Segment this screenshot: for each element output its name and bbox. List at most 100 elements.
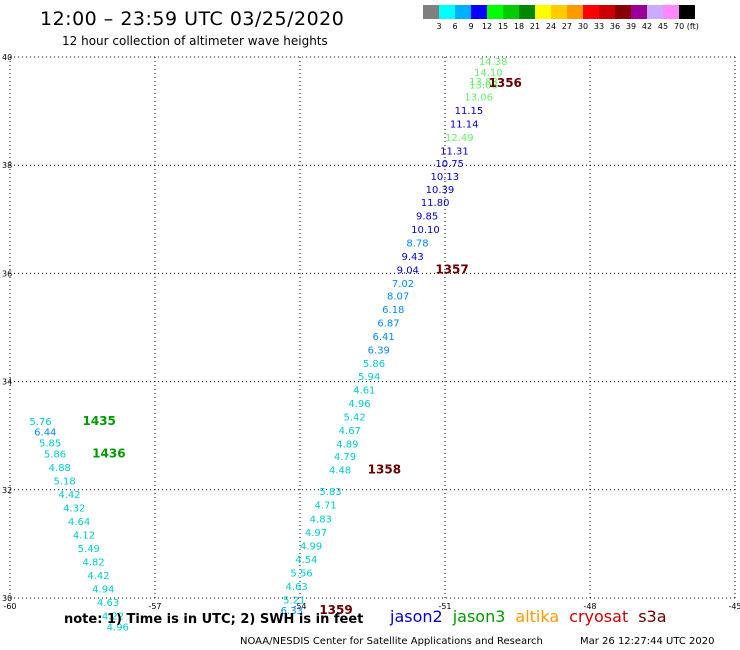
wave-height-point: 5.56 (290, 568, 312, 579)
wave-height-point: 5.49 (78, 544, 100, 555)
wave-height-point: 10.10 (411, 225, 440, 236)
wave-height-point: 4.82 (83, 558, 105, 569)
wave-height-point: 6.33 (281, 606, 303, 617)
time-label: 1435 (83, 414, 116, 428)
colorbar-label: 21 (529, 22, 541, 31)
wave-height-point: 8.07 (387, 291, 409, 302)
wave-height-point: 6.41 (373, 332, 395, 343)
wave-height-point: 12.49 (445, 133, 474, 144)
wave-height-point: 13.06 (464, 92, 493, 103)
wave-height-point: 14.10 (474, 68, 503, 79)
wave-height-point: 10.13 (431, 172, 460, 183)
legend-s3a: s3a (638, 607, 667, 626)
wave-height-point: 11.80 (421, 198, 450, 209)
wave-height-point: 4.97 (305, 528, 327, 539)
colorbar-swatch (583, 5, 599, 19)
colorbar-label: 9 (468, 22, 474, 31)
wave-height-point: 13.08 (469, 80, 498, 91)
colorbar-swatch (647, 5, 663, 19)
time-label: 1436 (92, 446, 125, 460)
wave-height-point: 5.86 (44, 449, 66, 460)
wave-height-point: 4.12 (73, 530, 95, 541)
colorbar-swatch (663, 5, 679, 19)
chart-subtitle: 12 hour collection of altimeter wave hei… (62, 34, 328, 48)
colorbar-swatch (455, 5, 471, 19)
wave-height-point: 6.18 (382, 305, 404, 316)
colorbar-swatch (599, 5, 615, 19)
wave-height-point: 11.15 (455, 106, 484, 117)
wave-height-point: 4.67 (339, 426, 361, 437)
y-tick-label: 38 (2, 161, 12, 170)
colorbar-label: 18 (513, 22, 525, 31)
wave-height-point: 4.63 (286, 582, 308, 593)
wave-height-point: 8.78 (406, 238, 428, 249)
wave-height-point: 4.48 (329, 466, 351, 477)
wave-height-point: 4.96 (107, 622, 129, 633)
wave-height-point: 4.54 (295, 555, 317, 566)
wave-height-point: 4.79 (334, 452, 356, 463)
wave-height-point: 4.63 (97, 598, 119, 609)
wave-height-point: 4.71 (315, 501, 337, 512)
wave-height-point: 5.18 (54, 476, 76, 487)
wave-height-point: 4.99 (300, 541, 322, 552)
colorbar (423, 5, 695, 19)
colorbar-label: 33 (593, 22, 605, 31)
x-tick-label: -45 (728, 602, 740, 611)
colorbar-label: 70 (ft) (674, 22, 699, 31)
x-tick-label: -51 (438, 602, 451, 611)
wave-height-point: 5.42 (344, 413, 366, 424)
x-tick-label: -57 (148, 602, 161, 611)
satellite-legend: jason2 jason3 altika cryosat s3a (390, 607, 677, 626)
wave-height-point: 4.64 (68, 517, 90, 528)
colorbar-swatch (567, 5, 583, 19)
wave-height-point: 4.42 (58, 490, 80, 501)
colorbar-swatch (503, 5, 519, 19)
wave-height-point: 5.86 (363, 359, 385, 370)
colorbar-label: 42 (641, 22, 653, 31)
x-tick-label: -60 (3, 602, 16, 611)
wave-height-point: 4.32 (63, 503, 85, 514)
colorbar-swatch (535, 5, 551, 19)
wave-height-point: 5.85 (39, 439, 61, 450)
chart-title: 12:00 – 23:59 UTC 03/25/2020 (40, 8, 345, 30)
wave-height-point: 6.87 (377, 318, 399, 329)
colorbar-swatch (615, 5, 631, 19)
time-label: 1358 (368, 463, 401, 477)
x-tick-label: -54 (293, 602, 306, 611)
wave-height-point: 7.02 (392, 279, 414, 290)
colorbar-label: 15 (497, 22, 509, 31)
colorbar-label: 3 (436, 22, 442, 31)
colorbar-label: 12 (481, 22, 493, 31)
wave-height-point: 9.04 (397, 265, 419, 276)
legend-altika: altika (515, 607, 560, 626)
legend-jason3: jason3 (452, 607, 506, 626)
colorbar-swatch (471, 5, 487, 19)
colorbar-swatch (631, 5, 647, 19)
wave-height-point: 5.21 (283, 595, 305, 606)
credit-text: NOAA/NESDIS Center for Satellite Applica… (240, 636, 543, 647)
wave-height-point: 4.83 (310, 514, 332, 525)
colorbar-label: 24 (545, 22, 557, 31)
wave-height-point: 11.14 (450, 119, 479, 130)
generated-timestamp: Mar 26 12:27:44 UTC 2020 (580, 636, 715, 647)
time-label: 1359 (319, 603, 352, 617)
colorbar-swatch (423, 5, 439, 19)
y-tick-label: 32 (2, 486, 12, 495)
colorbar-swatch (439, 5, 455, 19)
colorbar-label: 45 (657, 22, 669, 31)
legend-jason2: jason2 (390, 607, 443, 626)
wave-height-point: 6.44 (34, 428, 56, 439)
colorbar-swatch (551, 5, 567, 19)
colorbar-label: 39 (625, 22, 637, 31)
wave-height-point: 4.96 (348, 399, 370, 410)
wave-height-point: 9.43 (402, 252, 424, 263)
y-tick-label: 34 (2, 378, 12, 387)
wave-height-point: 9.85 (416, 211, 438, 222)
y-tick-label: 40 (2, 53, 12, 62)
colorbar-swatch (487, 5, 503, 19)
colorbar-label: 30 (577, 22, 589, 31)
legend-cryosat: cryosat (569, 607, 629, 626)
y-tick-label: 36 (2, 269, 12, 278)
wave-height-point: 5.94 (358, 372, 380, 383)
